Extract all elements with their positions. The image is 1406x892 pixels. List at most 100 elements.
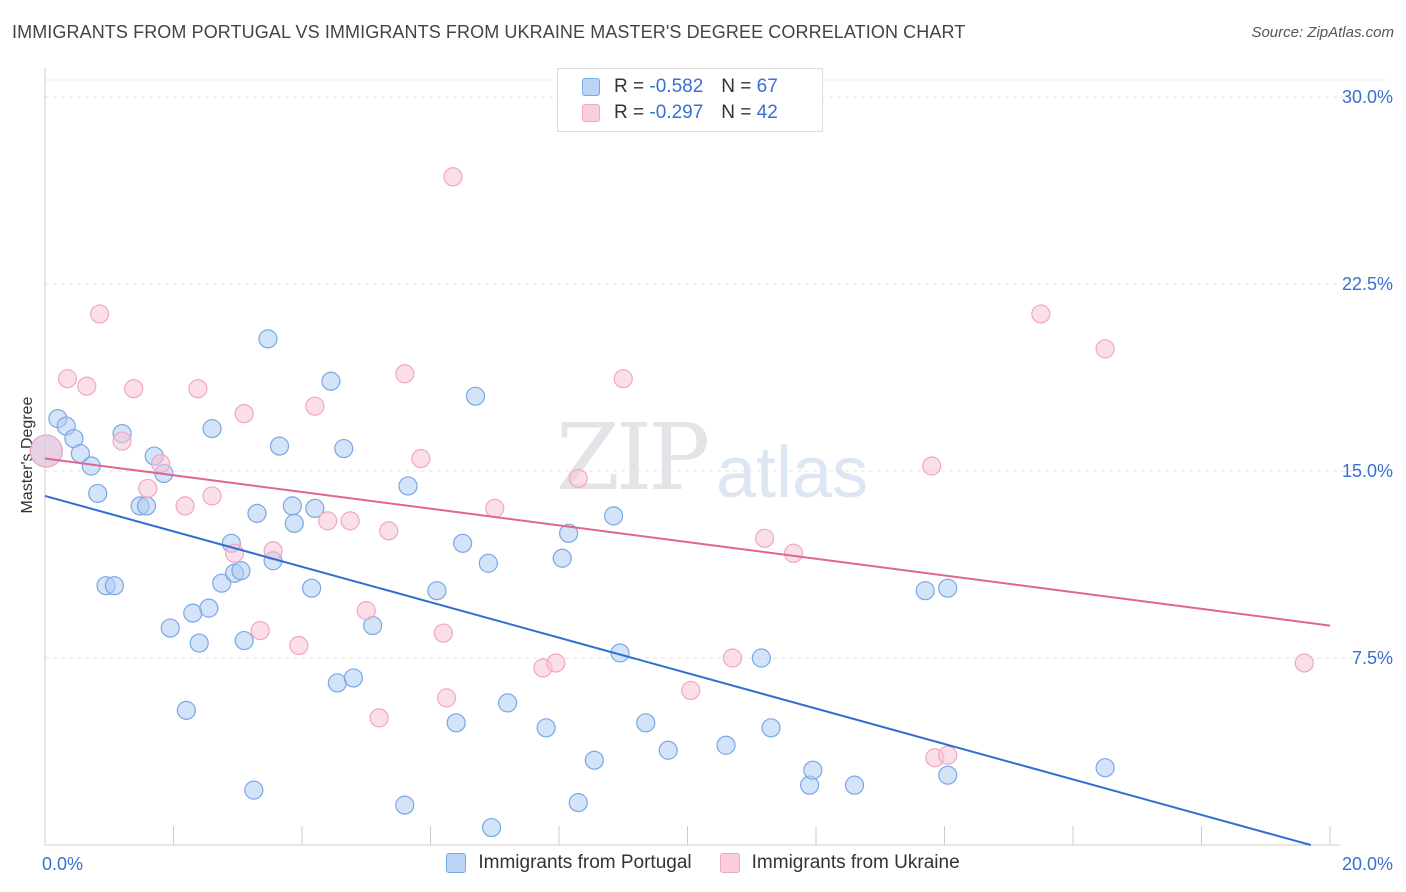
point-portugal-11 [136, 496, 157, 516]
point-ukraine-26 [443, 167, 463, 187]
point-ukraine-20 [369, 708, 389, 728]
point-ukraine-32 [681, 680, 701, 701]
point-portugal-20 [212, 573, 232, 593]
trend-line-portugal [44, 494, 1311, 846]
point-portugal-59 [761, 718, 781, 738]
point-portugal-18 [202, 419, 222, 439]
point-ukraine-17 [318, 511, 338, 531]
legend-item-portugal: Immigrants from Portugal [446, 852, 692, 874]
point-portugal-24 [234, 630, 254, 651]
point-portugal-41 [427, 581, 447, 601]
point-ukraine-31 [613, 369, 633, 389]
point-ukraine-39 [1031, 304, 1051, 324]
point-portugal-54 [604, 506, 624, 526]
point-ukraine-21 [379, 521, 399, 541]
ukraine-n-value: 42 [756, 102, 778, 123]
point-portugal-15 [176, 700, 196, 720]
point-portugal-58 [751, 648, 771, 668]
point-portugal-34 [321, 371, 341, 391]
point-ukraine-13 [250, 620, 270, 641]
point-ukraine-4 [112, 431, 132, 451]
point-ukraine-29 [546, 653, 566, 673]
point-portugal-62 [844, 775, 865, 795]
legend-row-portugal: R = -0.582 N = 67 [582, 75, 778, 99]
point-portugal-51 [568, 793, 588, 813]
portugal-swatch [582, 78, 600, 96]
point-portugal-32 [305, 498, 325, 518]
point-portugal-66 [1095, 758, 1115, 778]
point-portugal-8 [104, 576, 124, 596]
point-portugal-57 [716, 735, 736, 755]
point-portugal-25 [244, 780, 264, 800]
point-portugal-16 [183, 603, 203, 623]
point-ukraine-0 [29, 434, 63, 468]
portugal-n-value: 67 [756, 76, 778, 97]
portugal-n-label: N = [721, 76, 752, 97]
legend-ukraine-swatch [719, 853, 740, 873]
point-portugal-40 [398, 476, 418, 496]
series-legend: Immigrants from Portugal Immigrants from… [0, 852, 1406, 874]
point-portugal-31 [284, 513, 304, 533]
point-portugal-49 [552, 548, 572, 568]
point-ukraine-6 [138, 478, 158, 499]
stats-legend: R = -0.582 N = 67 R = -0.297 N = 42 [557, 68, 823, 132]
point-portugal-39 [395, 795, 415, 815]
point-portugal-6 [88, 483, 108, 504]
watermark-zip: ZIP [556, 404, 710, 511]
point-portugal-26 [247, 503, 267, 523]
point-portugal-14 [160, 618, 180, 638]
point-ukraine-33 [722, 648, 743, 668]
x-tick-label-min: 0.0% [42, 854, 83, 874]
legend-row-ukraine: R = -0.297 N = 42 [582, 101, 778, 125]
point-ukraine-25 [436, 688, 457, 708]
y-tick-label-0: 7.5% [1352, 648, 1393, 668]
point-ukraine-24 [433, 623, 453, 643]
point-portugal-63 [915, 581, 935, 601]
point-portugal-55 [636, 713, 656, 733]
point-ukraine-30 [568, 468, 588, 489]
point-portugal-37 [343, 668, 363, 688]
point-portugal-44 [465, 386, 486, 406]
point-portugal-35 [327, 673, 347, 693]
point-ukraine-7 [151, 453, 171, 474]
point-ukraine-5 [124, 379, 144, 399]
watermark-atlas: atlas [716, 433, 869, 513]
point-portugal-27 [258, 329, 278, 349]
point-ukraine-35 [783, 543, 804, 563]
ukraine-r-value: -0.297 [649, 102, 704, 123]
point-ukraine-36 [922, 456, 942, 476]
point-portugal-43 [453, 533, 473, 553]
chart-title: IMMIGRANTS FROM PORTUGAL VS IMMIGRANTS F… [12, 22, 966, 42]
point-ukraine-18 [340, 511, 360, 531]
y-tick-label-3: 30.0% [1342, 87, 1393, 107]
point-ukraine-27 [485, 498, 505, 518]
point-ukraine-10 [202, 486, 222, 506]
ukraine-r-label: R = [614, 102, 645, 123]
point-portugal-61 [803, 760, 823, 780]
portugal-r-value: -0.582 [649, 76, 704, 97]
point-portugal-19 [199, 598, 219, 618]
point-portugal-64 [938, 765, 958, 785]
portugal-r-label: R = [614, 76, 645, 97]
point-portugal-30 [282, 496, 302, 516]
legend-portugal-swatch [446, 853, 467, 873]
point-ukraine-19 [356, 601, 376, 621]
point-ukraine-41 [1294, 653, 1314, 673]
trend-line-ukraine [44, 457, 1331, 627]
point-ukraine-15 [289, 635, 309, 656]
point-ukraine-1 [57, 369, 78, 389]
point-portugal-36 [334, 438, 354, 459]
point-portugal-29 [269, 436, 290, 456]
point-ukraine-16 [305, 396, 325, 416]
point-portugal-52 [584, 750, 604, 770]
legend-ukraine-label: Immigrants from Ukraine [751, 852, 960, 873]
point-ukraine-40 [1095, 339, 1115, 359]
point-ukraine-38 [938, 745, 958, 765]
point-ukraine-22 [395, 364, 415, 384]
legend-portugal-label: Immigrants from Portugal [478, 852, 692, 873]
point-portugal-48 [536, 718, 556, 738]
point-portugal-50 [559, 523, 579, 543]
x-tick-label-max: 20.0% [1342, 854, 1393, 874]
ukraine-swatch [582, 104, 600, 122]
